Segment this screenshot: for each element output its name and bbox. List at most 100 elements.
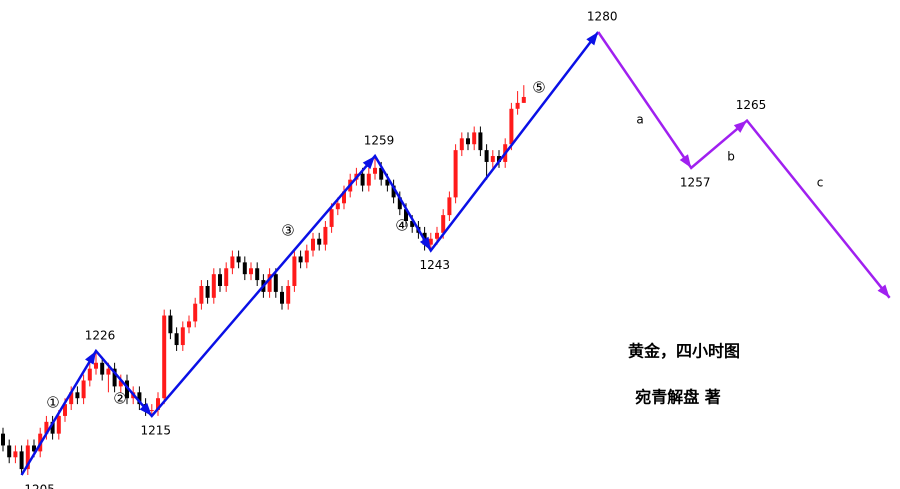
candle-body <box>249 268 253 275</box>
wave-arrowhead <box>85 350 96 365</box>
candle-body <box>32 445 36 452</box>
candle-body <box>391 185 396 198</box>
candle-body <box>224 268 229 286</box>
candle-body <box>50 421 55 434</box>
candle-body <box>180 327 185 346</box>
wave-number: ③ <box>281 222 294 240</box>
wave-price-label: 1257 <box>680 175 711 189</box>
wave-arrowhead <box>586 32 599 46</box>
candle-body <box>466 138 470 145</box>
candle-body <box>453 150 458 198</box>
candle-body <box>100 362 105 375</box>
candle-body <box>199 285 204 304</box>
wave-price-label: 1205 <box>24 483 55 489</box>
candle-body <box>329 209 334 227</box>
wave-price-label: 1215 <box>141 423 172 437</box>
candle-body <box>87 368 92 381</box>
caption: 黄金，四小时图 <box>628 342 740 361</box>
candle-body <box>69 392 74 405</box>
candle-body <box>447 197 452 216</box>
candle-body <box>162 315 167 399</box>
candle-body <box>497 156 501 162</box>
candle-body <box>373 167 377 174</box>
wave-number: ⑤ <box>532 79 545 97</box>
candle-body <box>342 191 346 204</box>
candle-body <box>168 315 173 334</box>
wave-letter: b <box>727 150 735 164</box>
wave-arrowhead <box>139 402 152 416</box>
wave-line <box>597 31 891 299</box>
candle-body <box>385 179 390 186</box>
candle-body <box>490 156 495 162</box>
candle-body <box>404 209 408 222</box>
candle-body <box>323 226 328 245</box>
candle-body <box>298 256 303 263</box>
candle-body <box>242 262 247 275</box>
candle-body <box>515 102 520 109</box>
candle-body <box>156 398 160 411</box>
candle-body <box>112 368 117 387</box>
candle-body <box>311 238 315 251</box>
wave-price-label: 1265 <box>736 98 767 112</box>
candle-body <box>267 274 272 292</box>
candle-body <box>472 132 477 145</box>
candle-body <box>205 285 210 298</box>
candle-body <box>273 274 278 292</box>
candle-body <box>25 445 30 470</box>
caption: 宛青解盘 著 <box>634 388 721 407</box>
candle-body <box>478 132 483 151</box>
candle-body <box>255 268 260 281</box>
candle-body <box>7 445 12 458</box>
candle-body <box>304 250 309 263</box>
candle-body <box>459 138 464 151</box>
candle-body <box>236 256 241 263</box>
candle-body <box>428 238 433 245</box>
wave-arrowhead <box>877 284 890 298</box>
candle-body <box>75 392 80 399</box>
candle-body <box>137 392 142 405</box>
candle-body <box>521 96 526 103</box>
candle-body <box>360 173 365 186</box>
wave-number: ② <box>113 390 126 408</box>
wave-price-label: 1226 <box>85 328 116 342</box>
candle-body <box>366 173 371 186</box>
candle-body <box>81 380 86 399</box>
candle-body <box>1 433 5 446</box>
wave-price-label: 1280 <box>587 10 618 24</box>
candle-body <box>174 333 179 346</box>
wave-arrowhead <box>679 154 692 168</box>
candle-body <box>211 274 216 298</box>
candle-body <box>125 380 129 399</box>
wave-arrowhead <box>419 236 431 251</box>
candle-body <box>397 197 402 210</box>
wave-price-label: 1259 <box>364 134 395 148</box>
candle-body <box>193 303 198 322</box>
wave-number: ① <box>46 394 59 412</box>
candle-body <box>19 451 24 470</box>
candle-body <box>292 256 297 286</box>
candle-body <box>63 404 67 416</box>
candle-body <box>410 221 415 227</box>
candle-body <box>56 415 61 434</box>
candle-body <box>441 215 446 233</box>
candle-body <box>280 291 284 304</box>
candle-body <box>13 451 18 458</box>
wave-letter: a <box>636 113 643 127</box>
candle-body <box>218 274 222 286</box>
candle-body <box>484 150 489 162</box>
candle-body <box>317 238 322 245</box>
candle-body <box>435 232 439 239</box>
candle-body <box>379 167 384 180</box>
candle-body <box>509 108 514 145</box>
candle-body <box>187 321 191 328</box>
wave-arrowhead <box>362 156 375 170</box>
wave-line <box>20 31 600 476</box>
candle-body <box>44 421 49 434</box>
candle-body <box>94 362 98 369</box>
candle-body <box>230 256 235 269</box>
candle-body <box>118 380 123 387</box>
candle-body <box>106 368 111 375</box>
wave-price-label: 1243 <box>420 258 451 272</box>
candle-body <box>335 203 340 210</box>
